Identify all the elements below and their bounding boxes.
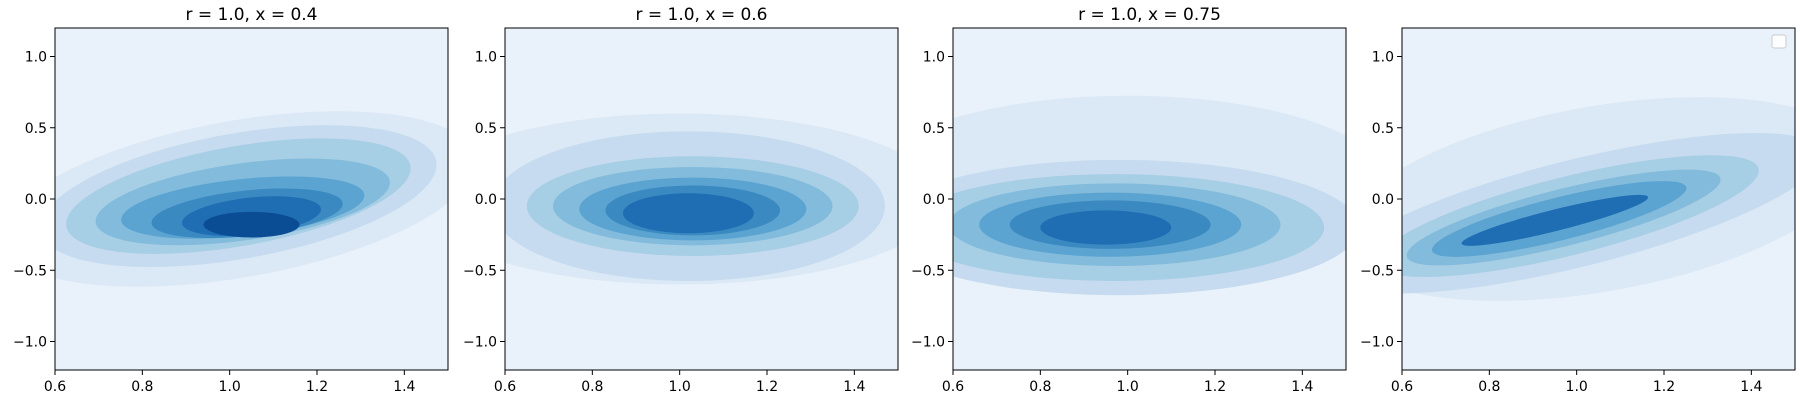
y-tick-label: 0.5	[25, 121, 47, 137]
contour-level-7	[622, 193, 754, 234]
y-tick-label: 0.0	[25, 192, 47, 208]
x-tick-label: 1.0	[219, 379, 241, 395]
chart-title: r = 1.0, x = 0.6	[635, 5, 767, 25]
contour-level-8	[203, 211, 300, 238]
x-tick-label: 0.8	[1029, 379, 1051, 395]
x-tick-label: 1.4	[1291, 379, 1313, 395]
x-tick-label: 0.8	[1478, 379, 1500, 395]
x-tick-label: 1.4	[393, 379, 415, 395]
x-tick-label: 1.0	[669, 379, 691, 395]
y-tick-label: −1.0	[13, 335, 47, 351]
x-tick-label: 1.4	[843, 379, 865, 395]
x-tick-label: 0.6	[494, 379, 516, 395]
contour-fill-group	[953, 95, 1346, 296]
chart-title: r = 1.0, x = 0.75	[1078, 5, 1221, 25]
x-tick-label: 0.8	[581, 379, 603, 395]
contour-level-7	[1040, 210, 1172, 245]
x-tick-label: 1.0	[1566, 379, 1588, 395]
y-tick-label: 1.0	[923, 50, 945, 66]
x-tick-label: 0.6	[942, 379, 964, 395]
y-tick-label: −0.5	[463, 263, 497, 279]
y-tick-label: 0.5	[923, 121, 945, 137]
y-tick-label: −0.5	[13, 263, 47, 279]
chart-panel-4: 0.6 0.8 1.0 1.2 1.4 −1.0 −0.5 0.0 0.5 1.0	[1360, 27, 1796, 395]
contour-fill-group	[55, 111, 448, 287]
x-tick-label: 1.4	[1740, 379, 1762, 395]
y-tick-label: −0.5	[911, 263, 945, 279]
y-tick-label: −0.5	[1360, 263, 1394, 279]
x-tick-label: 0.6	[44, 379, 66, 395]
chart-panel-1: 0.6 0.8 1.0 1.2 1.4 −1.0 −0.5 0.0 0.5 1.0 r = 1.0,…	[13, 5, 449, 395]
contour-fill-group	[1402, 97, 1795, 301]
contour-fill-group	[505, 113, 898, 285]
chart-panel-3: 0.6 0.8 1.0 1.2 1.4 −1.0 −0.5 0.0 0.5 1.0 r = 1.0,…	[911, 5, 1347, 395]
y-tick-label: 1.0	[25, 50, 47, 66]
x-tick-label: 0.6	[1391, 379, 1413, 395]
y-tick-label: 0.0	[1372, 192, 1394, 208]
x-tick-label: 0.8	[131, 379, 153, 395]
y-tick-label: −1.0	[463, 335, 497, 351]
legend-box	[1771, 34, 1787, 49]
y-tick-label: 1.0	[475, 50, 497, 66]
y-tick-label: 1.0	[1372, 50, 1394, 66]
y-tick-label: 0.0	[923, 192, 945, 208]
y-tick-label: 0.0	[475, 192, 497, 208]
y-tick-label: −1.0	[1360, 335, 1394, 351]
chart-title: r = 1.0, x = 0.4	[185, 5, 317, 25]
x-tick-label: 1.2	[1653, 379, 1675, 395]
y-tick-label: 0.5	[475, 121, 497, 137]
y-tick-label: −1.0	[911, 335, 945, 351]
contour-level-7	[1461, 194, 1649, 246]
x-tick-label: 1.0	[1117, 379, 1139, 395]
x-tick-label: 1.2	[756, 379, 778, 395]
x-tick-label: 1.2	[1204, 379, 1226, 395]
y-tick-label: 0.5	[1372, 121, 1394, 137]
chart-panel-2: 0.6 0.8 1.0 1.2 1.4 −1.0 −0.5 0.0 0.5 1.0 r = 1.0,…	[463, 5, 899, 395]
x-tick-label: 1.2	[306, 379, 328, 395]
